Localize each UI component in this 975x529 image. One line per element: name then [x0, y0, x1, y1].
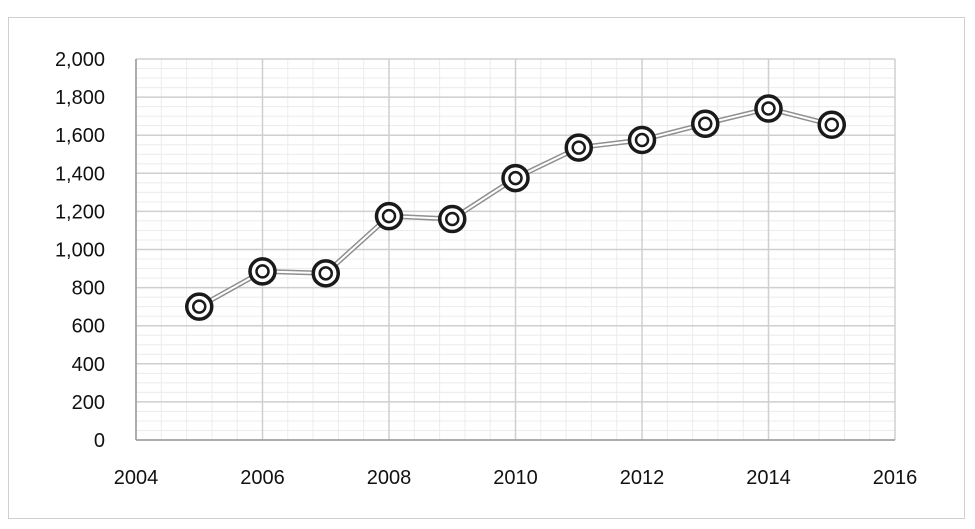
- chart-frame: [8, 17, 965, 519]
- data-point: [438, 204, 467, 234]
- data-series: [185, 94, 846, 321]
- data-point: [374, 201, 404, 231]
- data-point: [691, 109, 720, 139]
- data-point: [185, 292, 214, 321]
- axes: [135, 59, 895, 441]
- data-point-inner-ring: [318, 266, 333, 281]
- x-tick-label: 2016: [873, 467, 918, 489]
- data-point: [564, 133, 593, 162]
- data-point: [817, 110, 846, 139]
- data-point-inner-ring: [255, 264, 270, 279]
- data-point-inner-ring: [698, 116, 713, 132]
- y-tick-label: 1,200: [55, 201, 105, 223]
- y-tick-label: 1,000: [55, 240, 105, 262]
- x-tick-label: 2008: [367, 467, 412, 489]
- y-tick-label: 600: [72, 316, 105, 338]
- x-tick-label: 2010: [493, 467, 538, 489]
- x-tick-label: 2004: [114, 467, 159, 489]
- data-point: [311, 259, 340, 288]
- data-point-inner-ring: [761, 101, 776, 116]
- data-point: [754, 94, 783, 123]
- x-tick-label: 2014: [746, 467, 791, 489]
- y-tick-label: 200: [72, 392, 105, 414]
- data-point: [248, 257, 277, 286]
- y-tick-label: 1,400: [55, 163, 105, 185]
- x-axis-tick-labels: 2004 2006 2008 2010 2012 2014 2016: [114, 467, 918, 489]
- data-point-inner-ring: [824, 117, 839, 132]
- x-tick-label: 2012: [620, 467, 665, 489]
- data-point-inner-ring: [571, 140, 586, 155]
- data-point: [501, 163, 530, 193]
- y-tick-label: 0: [94, 430, 105, 452]
- y-tick-label: 400: [72, 354, 105, 376]
- data-point-inner-ring: [445, 211, 460, 227]
- data-point-inner-ring: [634, 132, 650, 148]
- data-point: [627, 125, 657, 155]
- y-tick-label: 800: [72, 278, 105, 300]
- y-tick-label: 1,800: [55, 87, 105, 109]
- y-tick-label: 2,000: [55, 49, 105, 71]
- y-axis-tick-labels: 0 200 400 600 800 1,000 1,200 1,400 1,600 1,800 2,…: [55, 49, 105, 452]
- y-tick-label: 1,600: [55, 125, 105, 147]
- x-tick-label: 2006: [240, 467, 285, 489]
- data-point-inner-ring: [508, 170, 523, 186]
- data-point-inner-ring: [192, 299, 207, 314]
- data-point-inner-ring: [381, 208, 397, 224]
